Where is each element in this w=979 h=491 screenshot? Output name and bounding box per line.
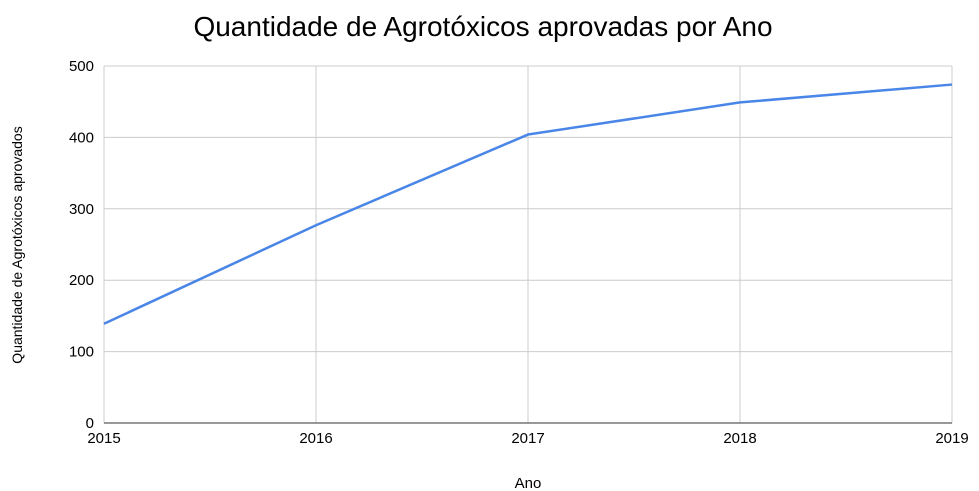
chart-title: Quantidade de Agrotóxicos aprovadas por … <box>193 11 772 42</box>
y-tick-label: 0 <box>86 415 94 432</box>
y-axis-label: Quantidade de Agrotóxicos aprovados <box>9 126 25 363</box>
y-tick-label: 200 <box>69 272 94 289</box>
x-tick-label: 2018 <box>723 430 756 447</box>
y-tick-label: 400 <box>69 129 94 146</box>
x-tick-label: 2017 <box>511 430 544 447</box>
y-tick-label: 100 <box>69 344 94 361</box>
data-line <box>103 83 953 325</box>
x-tick-label: 2019 <box>935 430 968 447</box>
x-axis-label: Ano <box>515 475 542 491</box>
x-tick-label: 2015 <box>87 430 120 447</box>
y-tick-label: 500 <box>69 58 94 75</box>
y-tick-label: 300 <box>69 201 94 218</box>
x-tick-label: 2016 <box>299 430 332 447</box>
